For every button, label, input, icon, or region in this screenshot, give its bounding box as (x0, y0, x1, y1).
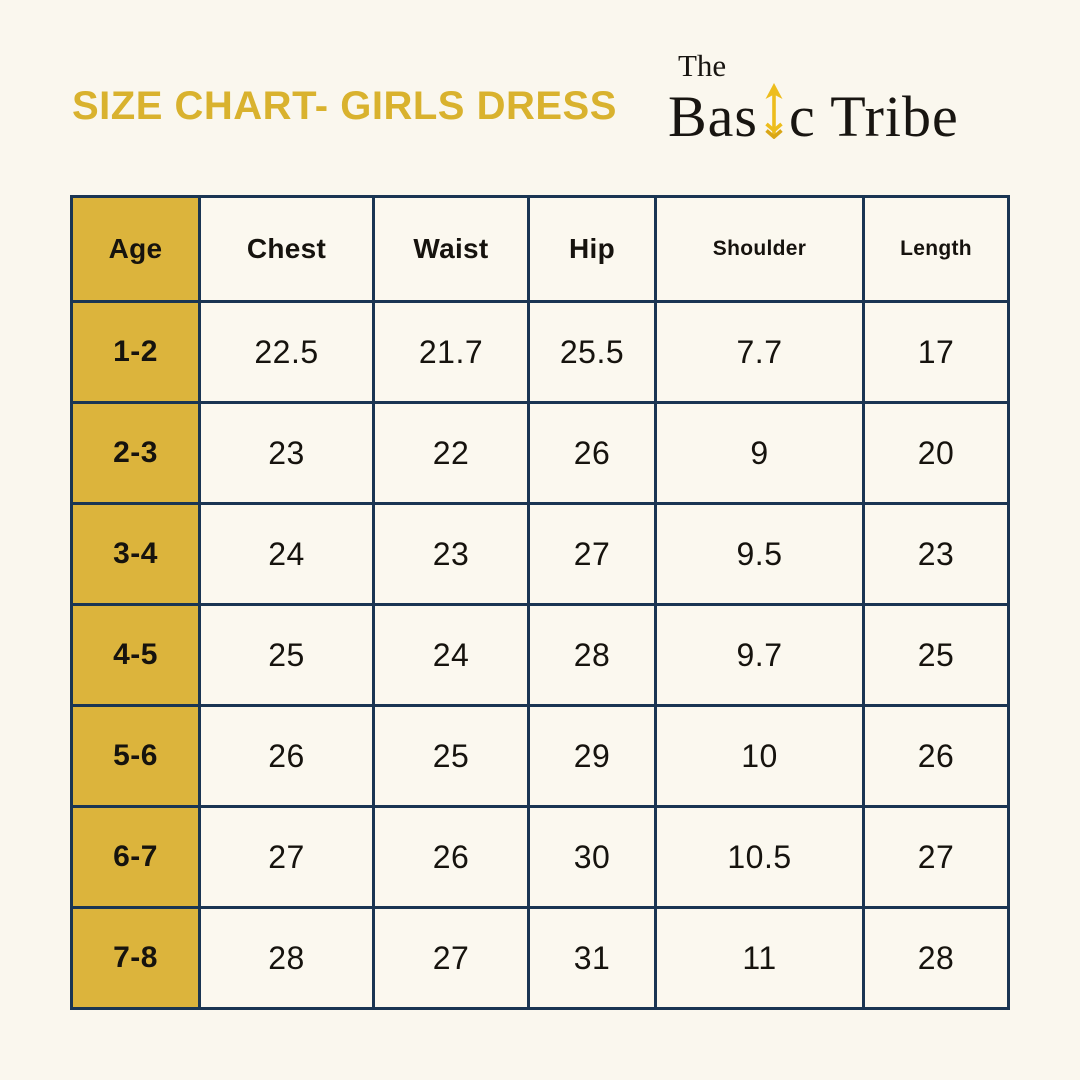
measurement-cell: 28 (198, 906, 375, 1010)
measurement-cell: 21.7 (372, 300, 530, 404)
arrow-up-icon (765, 83, 783, 139)
measurement-cell: 31 (527, 906, 657, 1010)
measurement-cell: 10.5 (654, 805, 865, 909)
age-cell: 4-5 (70, 603, 201, 707)
measurement-cell: 17 (862, 300, 1010, 404)
measurement-cell: 23 (198, 401, 375, 505)
measurement-cell: 26 (527, 401, 657, 505)
measurement-cell: 26 (198, 704, 375, 808)
measurement-cell: 9.7 (654, 603, 865, 707)
brand-logo-the: The (678, 48, 727, 83)
measurement-cell: 9.5 (654, 502, 865, 606)
measurement-cell: 9 (654, 401, 865, 505)
column-header-chest: Chest (198, 195, 375, 303)
page-title: SIZE CHART- GIRLS DRESS (72, 84, 617, 128)
measurement-cell: 30 (527, 805, 657, 909)
age-cell: 2-3 (70, 401, 201, 505)
measurement-cell: 23 (862, 502, 1010, 606)
table-header: Age Chest Waist Hip Shoulder Length (70, 195, 1010, 303)
table-row: 1-2 22.5 21.7 25.5 7.7 17 (70, 300, 1010, 404)
age-cell: 6-7 (70, 805, 201, 909)
table-body: 1-2 22.5 21.7 25.5 7.7 17 2-3 23 22 26 9 20 3-4 24 23 2… (70, 300, 1010, 1010)
measurement-cell: 28 (862, 906, 1010, 1010)
measurement-cell: 22.5 (198, 300, 375, 404)
measurement-cell: 27 (198, 805, 375, 909)
size-table: Age Chest Waist Hip Shoulder Length 1-2 2… (70, 195, 1010, 1010)
measurement-cell: 26 (862, 704, 1010, 808)
age-cell: 1-2 (70, 300, 201, 404)
brand-logo-name: Bas c Tribe (668, 83, 959, 146)
measurement-cell: 25 (372, 704, 530, 808)
measurement-cell: 27 (862, 805, 1010, 909)
measurement-cell: 25 (862, 603, 1010, 707)
brand-logo-suffix: c Tribe (789, 84, 959, 149)
column-header-length: Length (862, 195, 1010, 303)
measurement-cell: 22 (372, 401, 530, 505)
measurement-cell: 27 (372, 906, 530, 1010)
measurement-cell: 29 (527, 704, 657, 808)
table-row: 3-4 24 23 27 9.5 23 (70, 502, 1010, 606)
table-row: 7-8 28 27 31 11 28 (70, 906, 1010, 1010)
measurement-cell: 27 (527, 502, 657, 606)
column-header-hip: Hip (527, 195, 657, 303)
column-header-shoulder: Shoulder (654, 195, 865, 303)
table-row: 4-5 25 24 28 9.7 25 (70, 603, 1010, 707)
column-header-age: Age (70, 195, 201, 303)
table-row: 2-3 23 22 26 9 20 (70, 401, 1010, 505)
brand-logo: The Bas c Tribe (668, 50, 959, 146)
measurement-cell: 24 (372, 603, 530, 707)
measurement-cell: 25.5 (527, 300, 657, 404)
measurement-cell: 26 (372, 805, 530, 909)
age-cell: 7-8 (70, 906, 201, 1010)
measurement-cell: 7.7 (654, 300, 865, 404)
column-header-waist: Waist (372, 195, 530, 303)
measurement-cell: 24 (198, 502, 375, 606)
table-row: 5-6 26 25 29 10 26 (70, 704, 1010, 808)
measurement-cell: 10 (654, 704, 865, 808)
age-cell: 3-4 (70, 502, 201, 606)
brand-logo-prefix: Bas (668, 84, 758, 149)
measurement-cell: 25 (198, 603, 375, 707)
measurement-cell: 11 (654, 906, 865, 1010)
header-row: Age Chest Waist Hip Shoulder Length (70, 195, 1010, 303)
age-cell: 5-6 (70, 704, 201, 808)
measurement-cell: 28 (527, 603, 657, 707)
measurement-cell: 23 (372, 502, 530, 606)
measurement-cell: 20 (862, 401, 1010, 505)
table-row: 6-7 27 26 30 10.5 27 (70, 805, 1010, 909)
